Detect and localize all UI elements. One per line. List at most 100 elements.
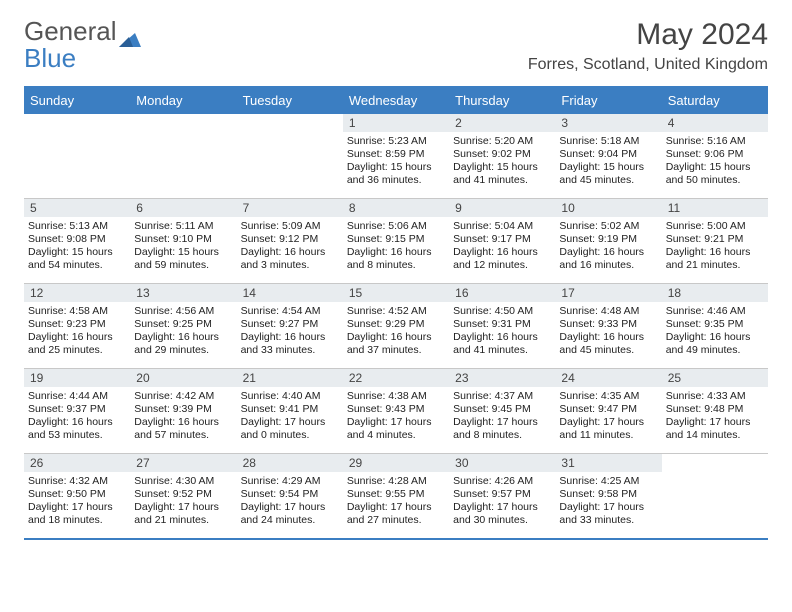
daylight-line-2: and 37 minutes. (347, 344, 445, 357)
day-cell: 14Sunrise: 4:54 AMSunset: 9:27 PMDayligh… (237, 284, 343, 368)
day-cell: 5Sunrise: 5:13 AMSunset: 9:08 PMDaylight… (24, 199, 130, 283)
sunrise-line: Sunrise: 4:42 AM (134, 390, 232, 403)
sunset-line: Sunset: 9:45 PM (453, 403, 551, 416)
sunset-line: Sunset: 9:57 PM (453, 488, 551, 501)
week-row: 12Sunrise: 4:58 AMSunset: 9:23 PMDayligh… (24, 284, 768, 369)
day-number: 14 (237, 284, 343, 302)
day-cell: 18Sunrise: 4:46 AMSunset: 9:35 PMDayligh… (662, 284, 768, 368)
day-cell: 29Sunrise: 4:28 AMSunset: 9:55 PMDayligh… (343, 454, 449, 538)
day-cell: 17Sunrise: 4:48 AMSunset: 9:33 PMDayligh… (555, 284, 661, 368)
sunset-line: Sunset: 9:27 PM (241, 318, 339, 331)
day-cell: 31Sunrise: 4:25 AMSunset: 9:58 PMDayligh… (555, 454, 661, 538)
daylight-line-2: and 21 minutes. (134, 514, 232, 527)
sunrise-line: Sunrise: 4:28 AM (347, 475, 445, 488)
daylight-line-2: and 25 minutes. (28, 344, 126, 357)
daylight-line-1: Daylight: 17 hours (347, 501, 445, 514)
header: GeneralBlue May 2024 Forres, Scotland, U… (24, 18, 768, 74)
sunrise-line: Sunrise: 4:37 AM (453, 390, 551, 403)
sunrise-line: Sunrise: 5:06 AM (347, 220, 445, 233)
day-number: 11 (662, 199, 768, 217)
day-number: 21 (237, 369, 343, 387)
sunrise-line: Sunrise: 4:40 AM (241, 390, 339, 403)
day-number: 27 (130, 454, 236, 472)
day-number: 29 (343, 454, 449, 472)
weekday-header: Thursday (449, 88, 555, 114)
sunset-line: Sunset: 9:33 PM (559, 318, 657, 331)
day-cell: 25Sunrise: 4:33 AMSunset: 9:48 PMDayligh… (662, 369, 768, 453)
day-cell: 15Sunrise: 4:52 AMSunset: 9:29 PMDayligh… (343, 284, 449, 368)
daylight-line-2: and 8 minutes. (453, 429, 551, 442)
sunset-line: Sunset: 9:58 PM (559, 488, 657, 501)
daylight-line-2: and 41 minutes. (453, 174, 551, 187)
daylight-line-2: and 54 minutes. (28, 259, 126, 272)
day-number: 5 (24, 199, 130, 217)
day-number: 19 (24, 369, 130, 387)
daylight-line-1: Daylight: 15 hours (666, 161, 764, 174)
sunrise-line: Sunrise: 5:02 AM (559, 220, 657, 233)
sunset-line: Sunset: 9:08 PM (28, 233, 126, 246)
daylight-line-1: Daylight: 16 hours (666, 331, 764, 344)
brand-logo: GeneralBlue (24, 18, 141, 73)
day-number: 16 (449, 284, 555, 302)
weekday-header: Wednesday (343, 88, 449, 114)
sunrise-line: Sunrise: 5:18 AM (559, 135, 657, 148)
daylight-line-1: Daylight: 15 hours (559, 161, 657, 174)
sunrise-line: Sunrise: 4:29 AM (241, 475, 339, 488)
sunrise-line: Sunrise: 5:11 AM (134, 220, 232, 233)
sunrise-line: Sunrise: 5:16 AM (666, 135, 764, 148)
sunset-line: Sunset: 9:39 PM (134, 403, 232, 416)
sunset-line: Sunset: 9:17 PM (453, 233, 551, 246)
daylight-line-1: Daylight: 16 hours (559, 246, 657, 259)
daylight-line-1: Daylight: 17 hours (453, 416, 551, 429)
week-row: 26Sunrise: 4:32 AMSunset: 9:50 PMDayligh… (24, 454, 768, 540)
sunrise-line: Sunrise: 5:04 AM (453, 220, 551, 233)
day-cell: 21Sunrise: 4:40 AMSunset: 9:41 PMDayligh… (237, 369, 343, 453)
daylight-line-2: and 49 minutes. (666, 344, 764, 357)
daylight-line-1: Daylight: 16 hours (134, 416, 232, 429)
day-number: 8 (343, 199, 449, 217)
day-cell: 30Sunrise: 4:26 AMSunset: 9:57 PMDayligh… (449, 454, 555, 538)
day-cell: 7Sunrise: 5:09 AMSunset: 9:12 PMDaylight… (237, 199, 343, 283)
day-number: 15 (343, 284, 449, 302)
day-cell (130, 114, 236, 198)
week-row: 5Sunrise: 5:13 AMSunset: 9:08 PMDaylight… (24, 199, 768, 284)
day-cell: 9Sunrise: 5:04 AMSunset: 9:17 PMDaylight… (449, 199, 555, 283)
day-cell: 1Sunrise: 5:23 AMSunset: 8:59 PMDaylight… (343, 114, 449, 198)
daylight-line-1: Daylight: 16 hours (28, 331, 126, 344)
sunrise-line: Sunrise: 4:44 AM (28, 390, 126, 403)
daylight-line-1: Daylight: 17 hours (559, 501, 657, 514)
sunset-line: Sunset: 9:48 PM (666, 403, 764, 416)
sunset-line: Sunset: 9:41 PM (241, 403, 339, 416)
daylight-line-1: Daylight: 16 hours (241, 331, 339, 344)
daylight-line-1: Daylight: 16 hours (453, 331, 551, 344)
daylight-line-2: and 3 minutes. (241, 259, 339, 272)
day-number: 3 (555, 114, 661, 132)
sunrise-line: Sunrise: 4:38 AM (347, 390, 445, 403)
day-cell: 20Sunrise: 4:42 AMSunset: 9:39 PMDayligh… (130, 369, 236, 453)
sunrise-line: Sunrise: 4:33 AM (666, 390, 764, 403)
brand-word-1: General (24, 16, 117, 46)
sunset-line: Sunset: 9:43 PM (347, 403, 445, 416)
sunrise-line: Sunrise: 4:35 AM (559, 390, 657, 403)
daylight-line-2: and 24 minutes. (241, 514, 339, 527)
sunset-line: Sunset: 9:02 PM (453, 148, 551, 161)
daylight-line-1: Daylight: 16 hours (28, 416, 126, 429)
day-number: 28 (237, 454, 343, 472)
logo-triangle-icon (119, 25, 141, 41)
daylight-line-2: and 50 minutes. (666, 174, 764, 187)
sunrise-line: Sunrise: 4:25 AM (559, 475, 657, 488)
day-cell (24, 114, 130, 198)
sunrise-line: Sunrise: 5:00 AM (666, 220, 764, 233)
sunrise-line: Sunrise: 5:20 AM (453, 135, 551, 148)
daylight-line-2: and 30 minutes. (453, 514, 551, 527)
daylight-line-2: and 12 minutes. (453, 259, 551, 272)
weekday-header: Friday (555, 88, 661, 114)
day-cell: 13Sunrise: 4:56 AMSunset: 9:25 PMDayligh… (130, 284, 236, 368)
sunset-line: Sunset: 9:29 PM (347, 318, 445, 331)
sunrise-line: Sunrise: 4:56 AM (134, 305, 232, 318)
daylight-line-1: Daylight: 17 hours (559, 416, 657, 429)
day-number: 17 (555, 284, 661, 302)
day-number: 7 (237, 199, 343, 217)
week-row: 1Sunrise: 5:23 AMSunset: 8:59 PMDaylight… (24, 114, 768, 199)
sunset-line: Sunset: 9:23 PM (28, 318, 126, 331)
